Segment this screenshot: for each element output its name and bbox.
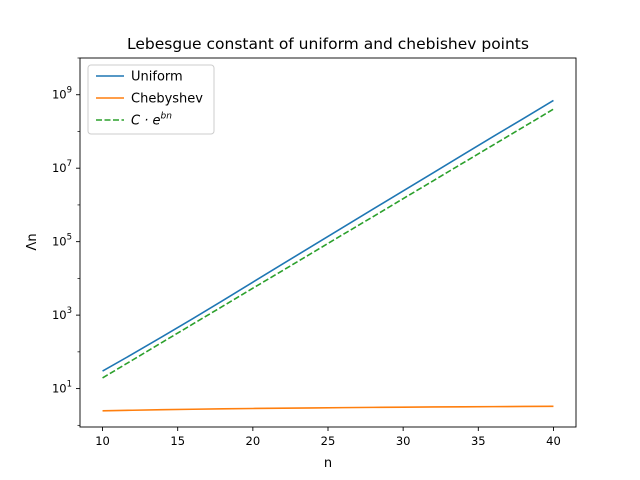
x-tick-label: 35 (471, 434, 486, 448)
y-tick-label: 109 (52, 86, 72, 102)
legend-label-3: C · ebn (131, 112, 172, 129)
legend-label-2: Chebyshev (131, 92, 203, 107)
series-line-2 (102, 405, 554, 412)
y-tick-label: 103 (52, 306, 72, 322)
plot-area: 10 15 20 25 30 35 40 101 103 105 107 109 (52, 57, 577, 448)
y-tick-label: 105 (52, 233, 72, 249)
y-tick-label: 107 (52, 159, 72, 175)
x-tick-label: 30 (396, 434, 411, 448)
x-tick-label: 15 (170, 434, 185, 448)
x-tick-label: 20 (246, 434, 261, 448)
x-tick-label: 25 (321, 434, 336, 448)
x-tick-label: 10 (95, 434, 110, 448)
legend-box (87, 64, 215, 135)
series-line-3 (102, 108, 554, 379)
y-axis-label: Λn (25, 233, 40, 250)
y-tick-label: 101 (52, 380, 72, 396)
chart-title: Lebesgue constant of uniform and chebish… (127, 35, 529, 53)
legend-label-1: Uniform (131, 70, 183, 85)
legend: Uniform Chebyshev C · ebn (87, 64, 215, 135)
x-tick-label: 40 (546, 434, 561, 448)
x-axis-label: n (324, 456, 332, 471)
series-line-1 (102, 99, 554, 372)
